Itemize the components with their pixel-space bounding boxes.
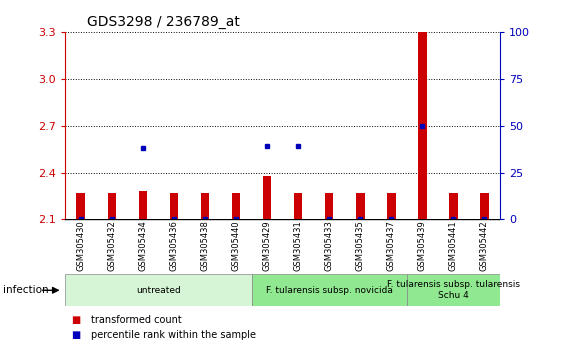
Text: GSM305433: GSM305433	[325, 221, 333, 272]
Text: GSM305431: GSM305431	[294, 221, 303, 271]
Text: GSM305438: GSM305438	[201, 221, 210, 272]
Text: GSM305439: GSM305439	[417, 221, 427, 271]
Bar	[201, 193, 210, 219]
Bar	[294, 193, 302, 219]
Bar	[139, 192, 147, 219]
Bar	[418, 32, 427, 219]
Bar	[356, 193, 365, 219]
Text: GSM305441: GSM305441	[449, 221, 458, 271]
Text: transformed count: transformed count	[91, 315, 182, 325]
Text: ■: ■	[71, 315, 80, 325]
Text: infection: infection	[3, 285, 48, 295]
Text: GSM305440: GSM305440	[232, 221, 240, 271]
Text: F. tularensis subsp. novicida: F. tularensis subsp. novicida	[266, 286, 392, 295]
Text: GSM305429: GSM305429	[262, 221, 272, 271]
Text: percentile rank within the sample: percentile rank within the sample	[91, 330, 256, 339]
Text: untreated: untreated	[136, 286, 181, 295]
Bar	[170, 193, 178, 219]
Bar	[325, 193, 333, 219]
Text: GSM305437: GSM305437	[387, 221, 396, 272]
Bar	[407, 274, 500, 306]
Text: F. tularensis subsp. tularensis
Schu 4: F. tularensis subsp. tularensis Schu 4	[387, 280, 520, 300]
Bar	[77, 193, 85, 219]
Text: ■: ■	[71, 330, 80, 339]
Bar	[387, 193, 395, 219]
Bar	[232, 193, 240, 219]
Bar	[65, 274, 252, 306]
Text: GSM305436: GSM305436	[169, 221, 178, 272]
Text: GSM305432: GSM305432	[107, 221, 116, 271]
Text: GSM305434: GSM305434	[139, 221, 148, 271]
Text: GDS3298 / 236789_at: GDS3298 / 236789_at	[87, 16, 240, 29]
Text: GSM305442: GSM305442	[480, 221, 489, 271]
Text: GSM305435: GSM305435	[356, 221, 365, 271]
Bar	[107, 193, 116, 219]
Bar	[480, 193, 488, 219]
Bar	[263, 176, 272, 219]
Bar	[449, 193, 458, 219]
Text: GSM305430: GSM305430	[76, 221, 85, 271]
Bar	[252, 274, 407, 306]
